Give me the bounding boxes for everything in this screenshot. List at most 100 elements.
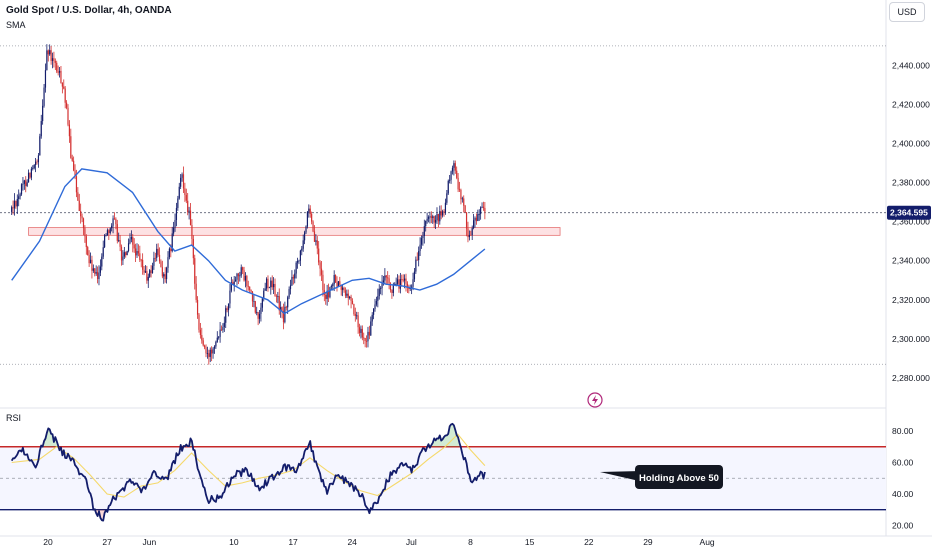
candle-body: [185, 194, 187, 201]
candle-body: [199, 329, 201, 336]
candle-body: [37, 155, 40, 163]
candle-body: [308, 208, 310, 212]
candle-body: [242, 267, 244, 271]
candle-body: [471, 228, 473, 236]
candle-body: [349, 296, 351, 299]
time-tick-label: 8: [468, 537, 473, 547]
candle-body: [132, 236, 134, 245]
rsi-tick-label: 80.00: [892, 426, 914, 436]
candle-body: [351, 300, 354, 304]
candle-body: [419, 244, 421, 252]
candle-body: [187, 200, 189, 212]
sma-layer: [11, 168, 486, 315]
candle-body: [265, 278, 268, 289]
candle-body: [147, 276, 149, 281]
candle-body: [327, 290, 330, 298]
candle-body: [457, 177, 459, 190]
candle-body: [16, 198, 18, 207]
annotation-pointer: [600, 471, 639, 481]
candle-body: [39, 136, 41, 156]
candle-body: [403, 278, 406, 281]
candle-body: [440, 211, 442, 216]
candle-body: [415, 259, 417, 272]
candle-body: [375, 300, 378, 305]
rsi-indicator-label[interactable]: RSI: [6, 413, 22, 423]
price-tick-label: 2,400.000: [892, 139, 930, 149]
candle-body: [398, 279, 400, 289]
candle-body: [216, 337, 218, 342]
candle-body: [411, 286, 413, 288]
candle-body: [173, 227, 175, 234]
candle-body: [118, 240, 120, 241]
candle-body: [119, 240, 121, 247]
candle-body: [112, 218, 114, 226]
candle-body: [181, 174, 183, 178]
candle-body: [288, 289, 290, 298]
candle-body: [49, 50, 51, 55]
candle-body: [51, 58, 54, 61]
candle-body: [219, 329, 221, 337]
candle-body: [122, 256, 124, 261]
candle-body: [87, 247, 89, 256]
candle-body: [405, 278, 407, 284]
candle-body: [484, 207, 486, 212]
candle-body: [298, 260, 300, 262]
candle-body: [84, 228, 86, 237]
candle-body: [332, 284, 334, 286]
candle-body: [371, 314, 373, 322]
candle-body: [378, 288, 380, 297]
current-price-tag: [887, 205, 931, 220]
candle-body: [175, 207, 178, 221]
candle-body: [470, 234, 472, 236]
candle-body: [95, 272, 97, 274]
candle-body: [442, 211, 444, 216]
candle-body: [205, 347, 207, 354]
candle-body: [11, 207, 13, 212]
candle-body: [225, 308, 227, 323]
candle-body: [381, 282, 383, 289]
candle-body: [430, 216, 432, 218]
candle-body: [67, 107, 69, 125]
candle-body: [271, 280, 273, 288]
candle-body: [233, 281, 235, 285]
sma-indicator-label[interactable]: SMA: [6, 20, 26, 30]
candle-body: [364, 337, 366, 341]
candle-body: [325, 294, 327, 299]
candle-body: [134, 248, 137, 256]
candle-body: [53, 58, 55, 61]
candle-body: [344, 290, 347, 296]
candle-body: [330, 285, 332, 288]
rsi-overbought-fill: [11, 423, 485, 447]
candle-body: [196, 299, 199, 315]
candle-body: [123, 252, 125, 257]
candle-body: [422, 235, 424, 239]
candle-body: [106, 230, 109, 236]
candle-body: [343, 287, 345, 291]
currency-button[interactable]: USD: [889, 2, 925, 22]
overlay-layer: 2,364.595 Holding Above 50: [587, 205, 931, 489]
candle-body: [263, 290, 265, 299]
candle-body: [420, 238, 423, 245]
candle-body: [278, 296, 280, 311]
time-tick-label: 29: [643, 537, 653, 547]
candle-body: [188, 210, 190, 212]
candle-body: [201, 335, 203, 341]
candle-body: [246, 275, 248, 286]
candle-body: [168, 248, 170, 258]
candle-body: [74, 170, 76, 177]
candle-body: [346, 293, 348, 296]
candle-body: [30, 168, 32, 178]
candle-body: [481, 206, 483, 208]
price-tick-label: 2,420.000: [892, 99, 930, 109]
candle-body: [418, 251, 420, 261]
candle-body: [127, 243, 130, 251]
candle-body: [282, 310, 285, 323]
candle-body: [104, 235, 106, 248]
rsi-tick-label: 40.00: [892, 489, 914, 499]
price-tick-label: 2,300.000: [892, 334, 930, 344]
flash-icon: [587, 392, 603, 408]
candle-body: [399, 279, 401, 289]
candle-body: [396, 279, 399, 284]
candle-body: [177, 198, 179, 208]
